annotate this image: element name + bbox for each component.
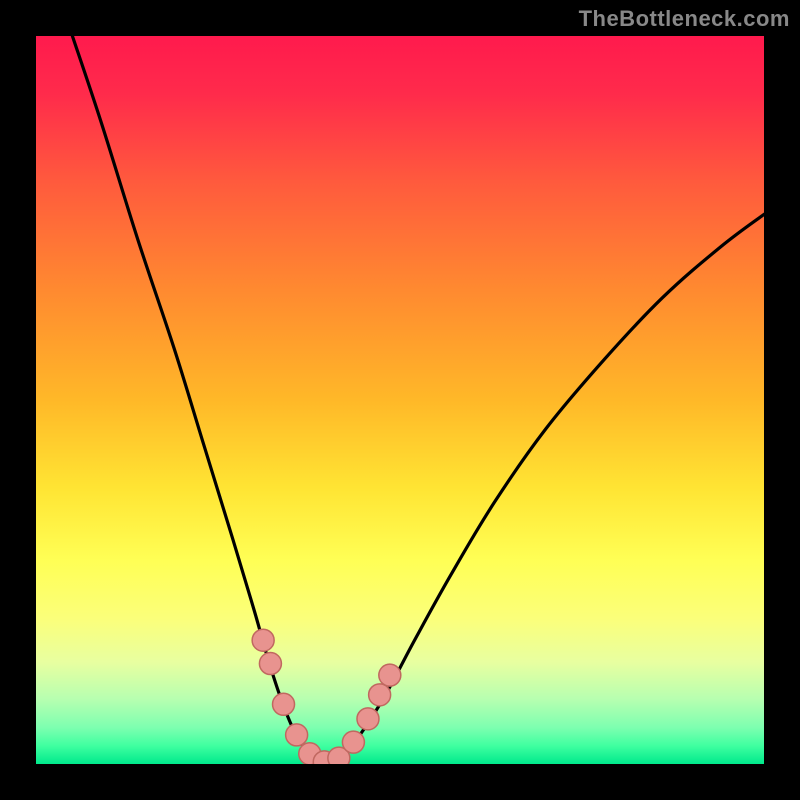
marker-dot	[369, 684, 391, 706]
curves-layer	[36, 36, 764, 764]
plot-area	[36, 36, 764, 764]
marker-dot	[252, 629, 274, 651]
curve-left	[72, 36, 327, 764]
watermark-text: TheBottleneck.com	[579, 6, 790, 32]
marker-dot	[273, 693, 295, 715]
marker-dot	[286, 724, 308, 746]
chart-frame: TheBottleneck.com	[0, 0, 800, 800]
marker-dot	[357, 708, 379, 730]
marker-dot	[259, 653, 281, 675]
marker-dot	[379, 664, 401, 686]
marker-dot	[342, 731, 364, 753]
curve-markers	[252, 629, 401, 764]
